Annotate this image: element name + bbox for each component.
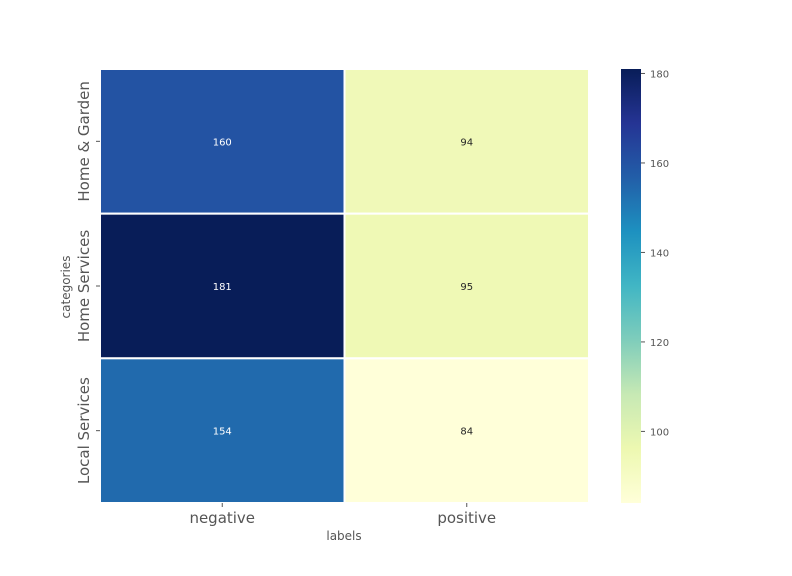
heatmap-cell-labels: 160 94 181 95 154 84	[213, 137, 473, 437]
colorbar-gradient	[621, 69, 641, 503]
x-axis-ticks: negative positive	[189, 503, 496, 527]
colorbar-tick-label: 140	[650, 248, 669, 259]
heatmap-cell	[99, 68, 346, 215]
colorbar-tick-label: 120	[650, 338, 669, 349]
colorbar-ticks: 100 120 140 160 180	[641, 69, 669, 438]
cell-value-label: 154	[213, 427, 232, 438]
cell-value-label: 95	[460, 282, 473, 293]
cell-value-label: 84	[460, 427, 473, 438]
heatmap-cell	[343, 212, 590, 360]
y-axis-ticks: Home & Garden Home Services Local Services	[75, 81, 100, 484]
x-tick-label: negative	[189, 509, 255, 527]
colorbar: 100 120 140 160 180	[621, 69, 669, 503]
colorbar-tick-label: 160	[650, 159, 669, 170]
x-axis-title: labels	[326, 529, 361, 543]
heatmap-cell	[99, 212, 346, 360]
colorbar-tick-label: 180	[650, 69, 669, 80]
heatmap-cell	[343, 357, 590, 505]
cell-value-label: 160	[213, 137, 232, 148]
colorbar-tick-label: 100	[650, 427, 669, 438]
y-tick-label: Home & Garden	[75, 81, 93, 202]
y-tick-label: Local Services	[75, 377, 93, 484]
heatmap-cell	[343, 68, 590, 215]
y-axis-title: categories	[59, 256, 73, 319]
heatmap-cells	[99, 68, 590, 505]
x-tick-label: positive	[437, 509, 496, 527]
cell-value-label: 181	[213, 282, 232, 293]
cell-value-label: 94	[460, 137, 473, 148]
y-tick-label: Home Services	[75, 230, 93, 343]
heatmap-cell	[99, 357, 346, 505]
